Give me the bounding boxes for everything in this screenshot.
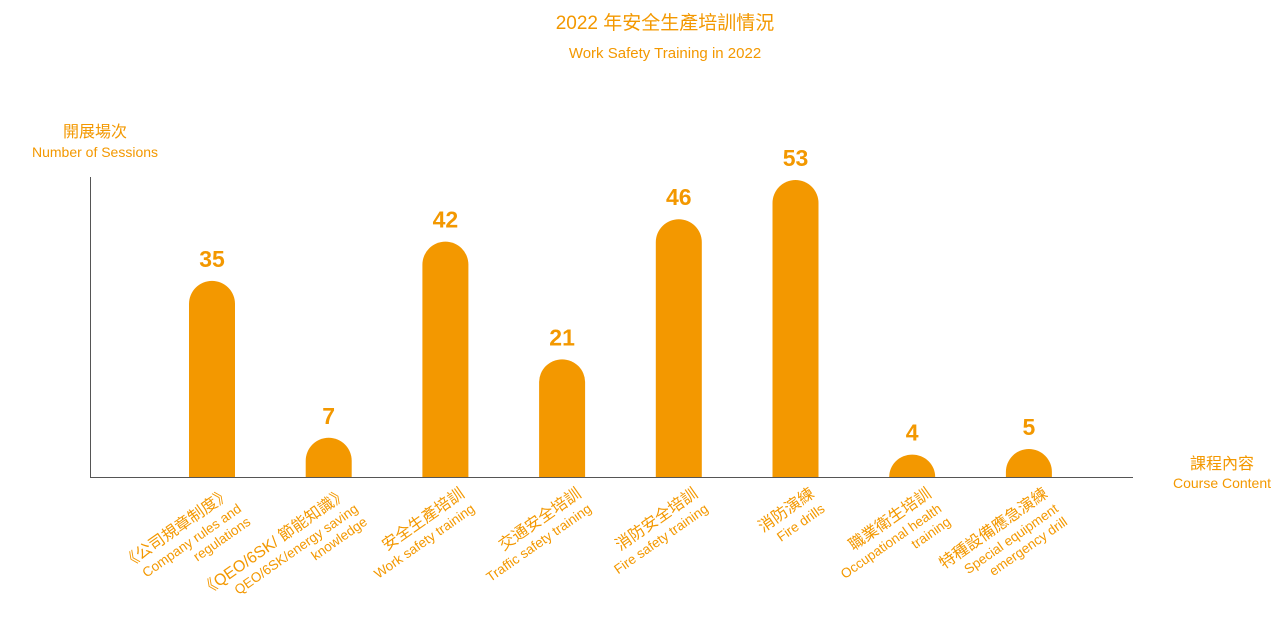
bar [655,219,702,477]
bar [772,180,819,477]
data-label: 46 [666,184,692,210]
x-axis-label: 課程內容 [1190,455,1254,473]
data-label: 42 [433,207,459,233]
bar [889,454,936,477]
data-label: 35 [199,246,225,272]
data-label: 5 [1023,414,1036,440]
bar [1005,448,1052,477]
x-axis-label: Course Content [1173,475,1271,491]
bar [305,437,352,477]
data-label: 7 [322,403,335,429]
bar [189,280,236,477]
bar [422,241,469,477]
data-label: 53 [783,145,809,171]
data-label: 4 [906,420,919,446]
bar [539,359,586,477]
y-axis-label: 開展場次 [63,123,127,141]
chart-title: 2022 年安全生產培訓情況 [556,12,775,34]
chart-subtitle: Work Safety Training in 2022 [569,45,761,62]
y-axis-label: Number of Sessions [32,144,158,160]
data-label: 21 [549,324,575,350]
